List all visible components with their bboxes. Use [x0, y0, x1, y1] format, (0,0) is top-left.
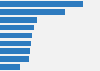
Bar [0, 33, 32, 38]
Bar [0, 17, 37, 23]
Bar [0, 64, 20, 70]
Bar [0, 56, 29, 62]
Bar [0, 9, 65, 15]
Bar [0, 41, 32, 46]
Bar [0, 1, 83, 7]
Bar [0, 48, 30, 54]
Bar [0, 25, 34, 30]
